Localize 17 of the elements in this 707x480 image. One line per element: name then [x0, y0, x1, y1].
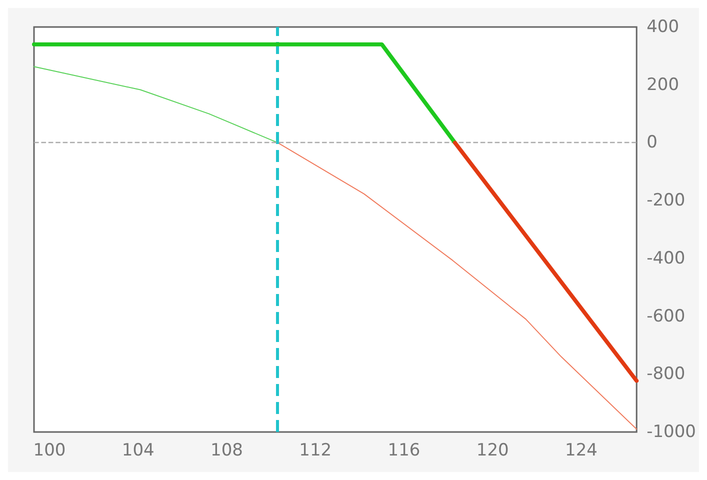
y-tick-label: 200 [646, 74, 680, 95]
x-tick-label: 116 [388, 440, 420, 460]
x-tick-label: 104 [122, 440, 154, 460]
y-tick-label: 400 [646, 17, 680, 37]
y-tick-label: -200 [646, 190, 686, 211]
x-tick-label: 112 [299, 440, 332, 460]
line-series [277, 142, 638, 430]
y-tick-label: -400 [646, 248, 686, 268]
line-series [34, 66, 278, 144]
y-tick-label: -1000 [646, 422, 696, 442]
y-tick-label: -800 [646, 364, 686, 384]
y-tick-label: 0 [646, 132, 658, 153]
x-tick-label: 108 [210, 440, 243, 460]
x-tick-label: 120 [476, 440, 509, 460]
x-tick-label: 100 [33, 440, 66, 460]
y-tick-label: -600 [646, 306, 686, 326]
x-tick-label: 124 [564, 440, 598, 460]
